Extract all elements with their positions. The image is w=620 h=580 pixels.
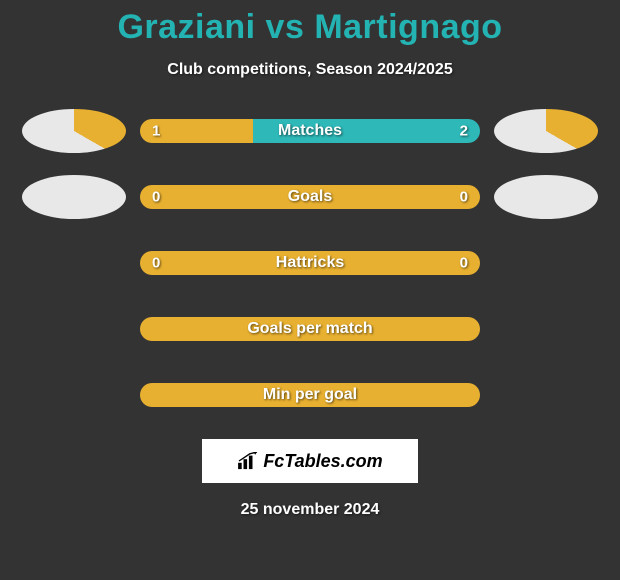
logo-box: FcTables.com: [202, 439, 418, 483]
stat-label: Hattricks: [276, 254, 344, 272]
stat-label: Goals: [288, 188, 332, 206]
pie-spacer: [494, 373, 598, 417]
stat-value-left: 0: [152, 255, 160, 272]
pie-spacer: [494, 241, 598, 285]
page-title: Graziani vs Martignago: [0, 0, 620, 47]
pie-spacer: [22, 307, 126, 351]
stat-row: Goals per match: [0, 307, 620, 351]
pie-spacer: [494, 307, 598, 351]
stat-value-right: 0: [460, 189, 468, 206]
subtitle: Club competitions, Season 2024/2025: [0, 61, 620, 79]
stats-container: 1 2 Matches 0 0 Goals 0 0 Hattricks Goals per mat…: [0, 109, 620, 417]
pie-left: [22, 175, 126, 219]
stat-bar: 0 0 Hattricks: [140, 251, 480, 275]
pie-left: [22, 109, 126, 153]
stat-row: 0 0 Hattricks: [0, 241, 620, 285]
chart-icon: [237, 452, 259, 470]
stat-label: Matches: [278, 122, 342, 140]
stat-bar: 0 0 Goals: [140, 185, 480, 209]
pie-spacer: [22, 373, 126, 417]
pie-spacer: [22, 241, 126, 285]
stat-value-right: 0: [460, 255, 468, 272]
stat-row: 0 0 Goals: [0, 175, 620, 219]
stat-bar: Goals per match: [140, 317, 480, 341]
stat-value-left: 1: [152, 123, 160, 140]
pie-right: [494, 175, 598, 219]
stat-row: Min per goal: [0, 373, 620, 417]
stat-row: 1 2 Matches: [0, 109, 620, 153]
pie-right: [494, 109, 598, 153]
logo-text: FcTables.com: [263, 451, 382, 472]
stat-value-left: 0: [152, 189, 160, 206]
stat-label: Goals per match: [247, 320, 372, 338]
logo: FcTables.com: [237, 451, 382, 472]
stat-label: Min per goal: [263, 386, 357, 404]
date: 25 november 2024: [0, 501, 620, 519]
stat-bar: Min per goal: [140, 383, 480, 407]
stat-value-right: 2: [460, 123, 468, 140]
stat-bar: 1 2 Matches: [140, 119, 480, 143]
